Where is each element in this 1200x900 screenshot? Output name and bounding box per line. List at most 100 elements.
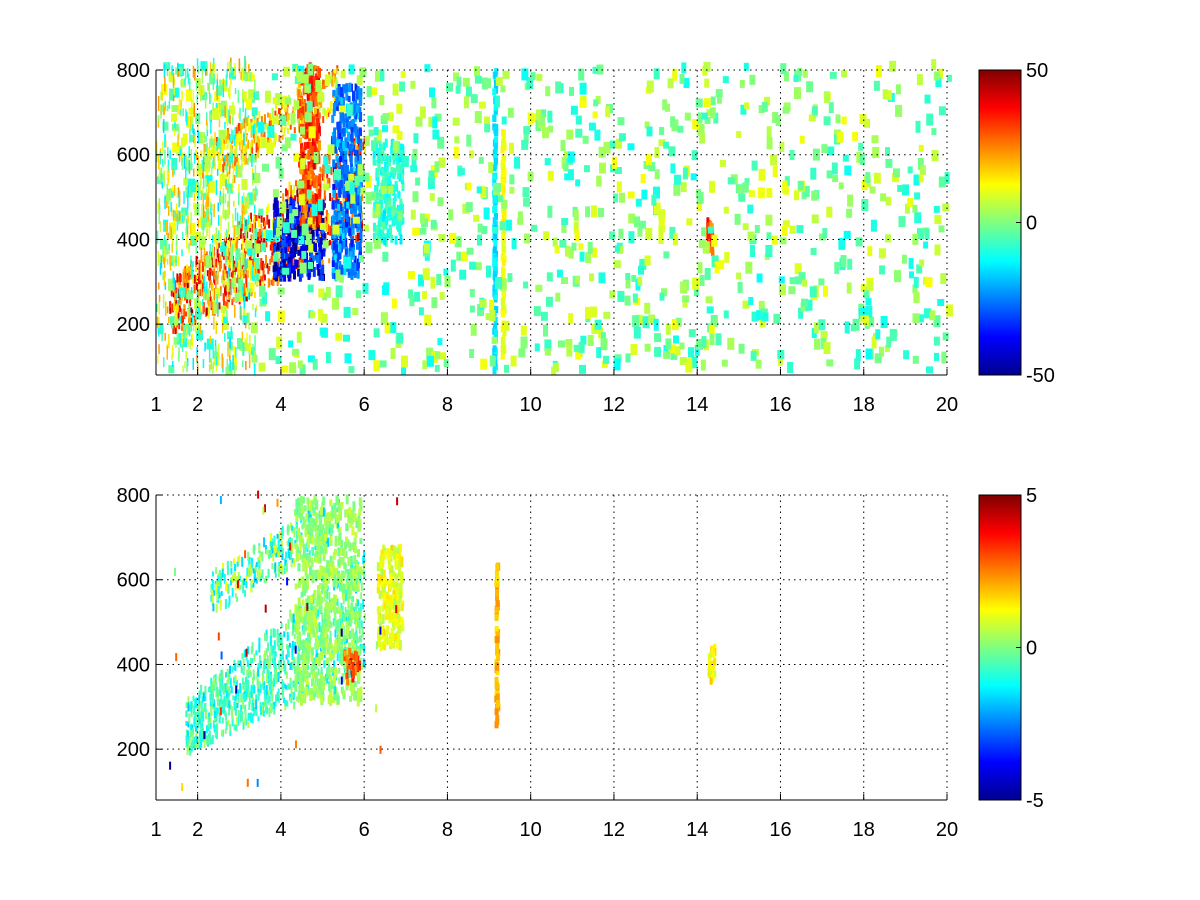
heatmap-cell	[554, 245, 560, 254]
heatmap-cell	[805, 299, 813, 311]
heatmap-cell	[163, 219, 169, 232]
heatmap-cell	[596, 175, 602, 187]
heatmap-cell	[246, 343, 252, 352]
heatmap-cell	[196, 300, 198, 315]
heatmap-cell	[396, 204, 400, 213]
heatmap-cell	[271, 252, 274, 263]
heatmap-cell	[257, 218, 260, 228]
heatmap-cell	[224, 728, 227, 734]
heatmap-cell	[711, 234, 718, 247]
heatmap-cell	[331, 230, 334, 241]
heatmap-cell	[361, 192, 364, 202]
heatmap-cell	[258, 269, 261, 280]
heatmap-cell	[230, 281, 233, 296]
heatmap-cell	[353, 255, 357, 264]
heatmap-cell	[290, 661, 293, 670]
heatmap-cell	[214, 727, 217, 738]
heatmap-cell	[331, 268, 335, 277]
heatmap-cell	[297, 95, 300, 104]
heatmap-cell	[494, 220, 499, 228]
heatmap-cell	[229, 84, 231, 96]
heatmap-cell	[308, 77, 312, 87]
heatmap-cell	[734, 213, 741, 225]
heatmap-cell	[225, 301, 228, 307]
heatmap-cell	[343, 573, 346, 579]
heatmap-cell	[181, 78, 186, 88]
heatmap-cell	[168, 71, 174, 83]
heatmap-cell	[337, 204, 341, 211]
heatmap-cell	[434, 161, 440, 173]
heatmap-cell	[385, 190, 389, 198]
heatmap-cell	[197, 306, 200, 314]
heatmap-cell	[159, 259, 162, 275]
heatmap-cell	[571, 242, 577, 251]
heatmap-cell	[286, 209, 289, 219]
heatmap-cell	[173, 87, 176, 96]
heatmap-cell	[410, 165, 418, 173]
heatmap-cell	[336, 181, 340, 188]
heatmap-cell	[339, 203, 343, 212]
heatmap-cell	[376, 176, 380, 187]
heatmap-cell	[234, 696, 237, 701]
heatmap-cell	[354, 111, 358, 120]
heatmap-cell	[328, 258, 331, 264]
heatmap-cell	[311, 244, 315, 251]
heatmap-cell	[241, 73, 243, 82]
heatmap-cell	[205, 175, 213, 183]
heatmap-cell	[268, 681, 271, 691]
heatmap-cell	[242, 342, 245, 356]
heatmap-cell	[466, 134, 472, 147]
heatmap-cell	[257, 237, 259, 243]
heatmap-cell	[345, 93, 349, 101]
heatmap-cell	[222, 316, 228, 324]
heatmap-cell	[316, 121, 319, 131]
heatmap-cell	[715, 89, 723, 98]
heatmap-cell	[281, 365, 289, 373]
heatmap-cell	[229, 60, 231, 73]
heatmap-cell	[239, 107, 241, 122]
heatmap-cell	[432, 116, 438, 129]
heatmap-cell	[861, 180, 868, 191]
heatmap-cell	[209, 73, 216, 85]
heatmap-cell	[350, 207, 353, 214]
heatmap-cell	[375, 143, 379, 154]
heatmap-cell	[169, 88, 175, 101]
heatmap-cell	[688, 347, 694, 358]
heatmap-cell	[251, 147, 254, 157]
heatmap-cell	[350, 564, 352, 571]
heatmap-cell	[227, 720, 230, 727]
heatmap-cell	[274, 235, 280, 242]
heatmap-cell	[173, 336, 176, 345]
heatmap-cell	[217, 202, 219, 212]
heatmap-cell	[579, 96, 587, 106]
heatmap-cell	[195, 324, 197, 333]
heatmap-cell	[285, 199, 289, 209]
heatmap-cell	[252, 116, 255, 127]
heatmap-cell	[174, 289, 176, 302]
heatmap-cell	[382, 125, 388, 133]
heatmap-cell	[318, 271, 322, 281]
heatmap-cell	[253, 261, 256, 276]
heatmap-cell	[354, 159, 358, 167]
heatmap-cell	[247, 117, 250, 132]
heatmap-cell	[912, 313, 920, 324]
heatmap-cell	[206, 143, 208, 158]
heatmap-cell	[285, 623, 287, 631]
heatmap-cell	[332, 297, 339, 310]
heatmap-cell	[871, 336, 877, 349]
heatmap-cell	[186, 234, 188, 249]
heatmap-cell	[500, 85, 506, 93]
heatmap-cell	[312, 266, 316, 277]
heatmap-cell	[942, 332, 949, 341]
heatmap-cell	[199, 323, 202, 335]
heatmap-cell	[248, 192, 256, 201]
x-tick-label: 14	[686, 394, 708, 416]
heatmap-cell	[281, 251, 284, 260]
heatmap-cell	[172, 72, 175, 88]
heatmap-cell	[321, 259, 324, 266]
heatmap-cell	[738, 185, 745, 197]
heatmap-cell	[338, 261, 342, 270]
heatmap-cell	[383, 209, 386, 219]
heatmap-cell	[209, 62, 212, 74]
heatmap-cell	[180, 137, 186, 147]
